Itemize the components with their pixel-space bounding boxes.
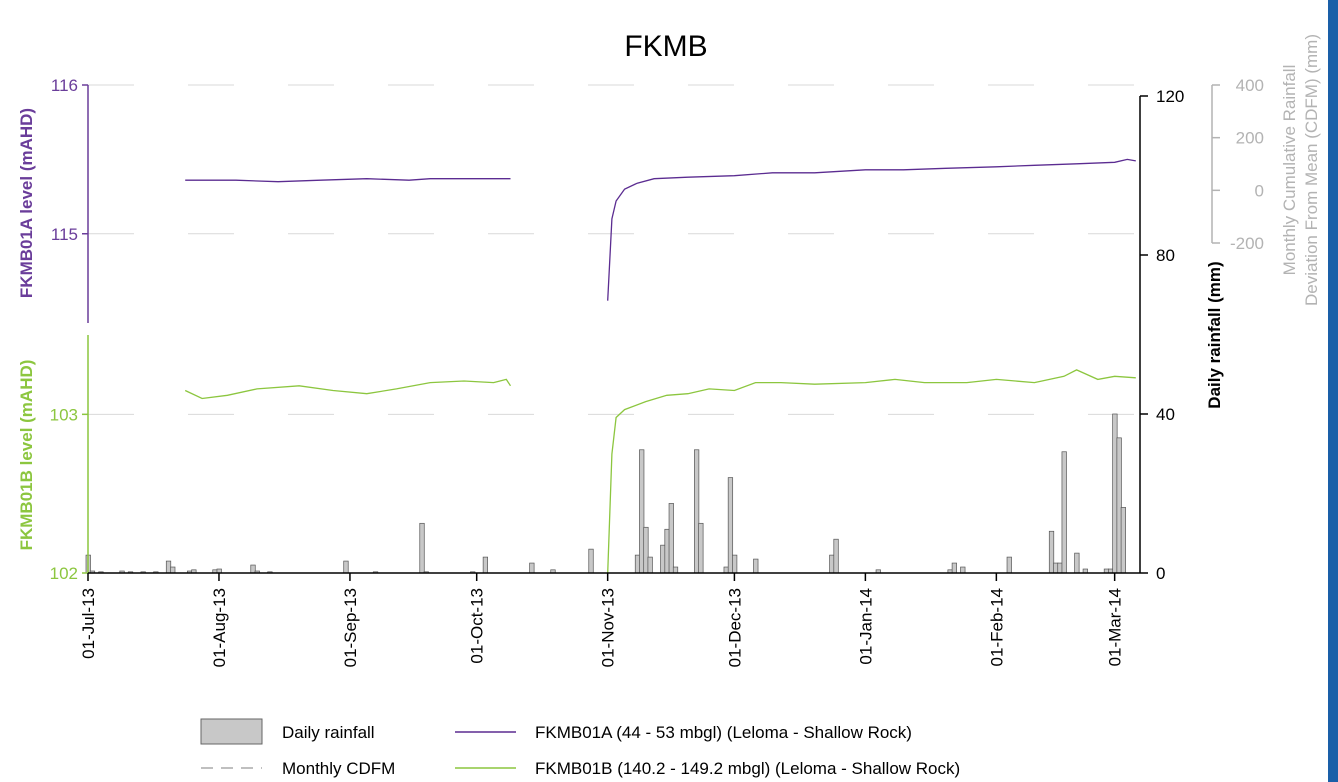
rainfall-bar-28 (647, 556, 653, 574)
rainfall-bar-13 (250, 564, 256, 574)
rainfall-bar-37 (732, 554, 738, 574)
rainfall-bar-30 (664, 528, 670, 574)
legend: Daily rainfall FKMB01A (44 - 53 mbgl) (L… (200, 718, 960, 778)
rainfall-bars (85, 413, 1126, 574)
fkmb01a-tick-label: 116 (51, 76, 78, 95)
rainfall-bar-56 (1120, 507, 1126, 574)
rainfall-tick-label: 40 (1156, 405, 1175, 424)
rainfall-bar-33 (694, 449, 700, 574)
rainfall-tick-label: 80 (1156, 246, 1175, 265)
rainfall-axis-title: Daily rainfall (mm) (1205, 261, 1224, 408)
cdfm-tick-label: 0 (1255, 181, 1264, 200)
x-tick-label: 01-Jan-14 (856, 588, 875, 665)
rainfall-bar-18 (419, 522, 425, 574)
rainfall-bar-24 (588, 548, 594, 574)
rainfall-bar-36 (727, 477, 734, 574)
legend-label-cdfm: Monthly CDFM (282, 759, 395, 778)
page-edge-bar (1328, 0, 1338, 782)
rainfall-bar-21 (482, 556, 488, 574)
x-tick-label: 01-Feb-14 (987, 588, 1006, 666)
rainfall-bar-48 (1057, 562, 1063, 574)
rainfall-bar-35 (723, 566, 729, 574)
rainfall-bar-22 (529, 562, 535, 574)
fkmb01b-tick-label: 102 (50, 564, 78, 583)
series-fkmb01a-line-1 (607, 158, 1136, 301)
x-tick-label: 01-Sep-13 (341, 588, 360, 667)
series-fkmb01b-line-0 (184, 378, 512, 400)
rainfall-bar-43 (951, 562, 957, 574)
rainfall-tick-label: 120 (1156, 87, 1184, 106)
cdfm-tick-label: 400 (1236, 76, 1264, 95)
rainfall-bar-32 (672, 566, 679, 574)
rainfall-bar-50 (1074, 552, 1080, 574)
rainfall-bar-27 (643, 526, 649, 574)
series-fkmb01b-line-1 (607, 369, 1136, 574)
cdfm-axis-title-line2: Deviation From Mean (CDFM) (mm) (1302, 34, 1321, 306)
x-tick-label: 01-Jul-13 (79, 588, 98, 659)
cdfm-tick-label: -200 (1230, 234, 1264, 253)
series-fkmb01a-line-0 (185, 178, 511, 183)
rainfall-bar-31 (668, 503, 674, 574)
rainfall-bar-29 (660, 544, 666, 574)
fkmb01a-axis-title: FKMB01A level (mAHD) (17, 108, 36, 298)
x-tick-label: 01-Mar-14 (1106, 588, 1125, 666)
rainfall-bar-39 (829, 554, 835, 574)
x-tick-label: 01-Nov-13 (599, 588, 618, 667)
rainfall-bar-8 (170, 566, 176, 574)
rainfall-bar-7 (165, 560, 172, 574)
rainfall-bar-26 (639, 449, 645, 574)
rainfall-tick-label: 0 (1156, 564, 1165, 583)
rainfall-bar-47 (1053, 562, 1059, 574)
fkmb01a-tick-label: 115 (51, 225, 78, 244)
rainfall-bar-16 (343, 560, 349, 574)
series-lines (184, 158, 1136, 574)
legend-label-rainfall: Daily rainfall (282, 723, 375, 742)
rainfall-bar-46 (1048, 530, 1055, 574)
rainfall-bar-49 (1061, 451, 1067, 574)
x-tick-label: 01-Oct-13 (468, 588, 487, 664)
rainfall-bar-54 (1112, 413, 1118, 574)
axes-layer: 115 116 102 103 0 40 80 120 -200 0 200 400 01-Jul-13… (50, 76, 1264, 667)
chart-title: FKMB (624, 30, 707, 63)
legend-label-fkmb01a: FKMB01A (44 - 53 mbgl) (Leloma - Shallow… (535, 723, 912, 742)
legend-swatch-rainfall (200, 718, 263, 745)
rainfall-bar-55 (1116, 437, 1122, 574)
rainfall-bar-38 (753, 558, 759, 574)
x-tick-label: 01-Dec-13 (725, 588, 744, 667)
rainfall-bar-25 (634, 554, 641, 574)
legend-label-fkmb01b: FKMB01B (140.2 - 149.2 mbgl) (Leloma - S… (535, 759, 960, 778)
grid-layer (88, 84, 1140, 415)
rainfall-bar-34 (698, 522, 704, 574)
rainfall-bar-40 (833, 538, 839, 574)
fkmb01b-tick-label: 103 (50, 405, 78, 424)
cdfm-axis-title-line1: Monthly Cumulative Rainfall (1280, 65, 1299, 276)
fkmb01b-axis-title: FKMB01B level (mAHD) (17, 360, 36, 551)
rainfall-bar-44 (960, 566, 966, 574)
cdfm-tick-label: 200 (1236, 129, 1264, 148)
rainfall-bar-45 (1006, 556, 1012, 574)
x-tick-label: 01-Aug-13 (210, 588, 229, 667)
